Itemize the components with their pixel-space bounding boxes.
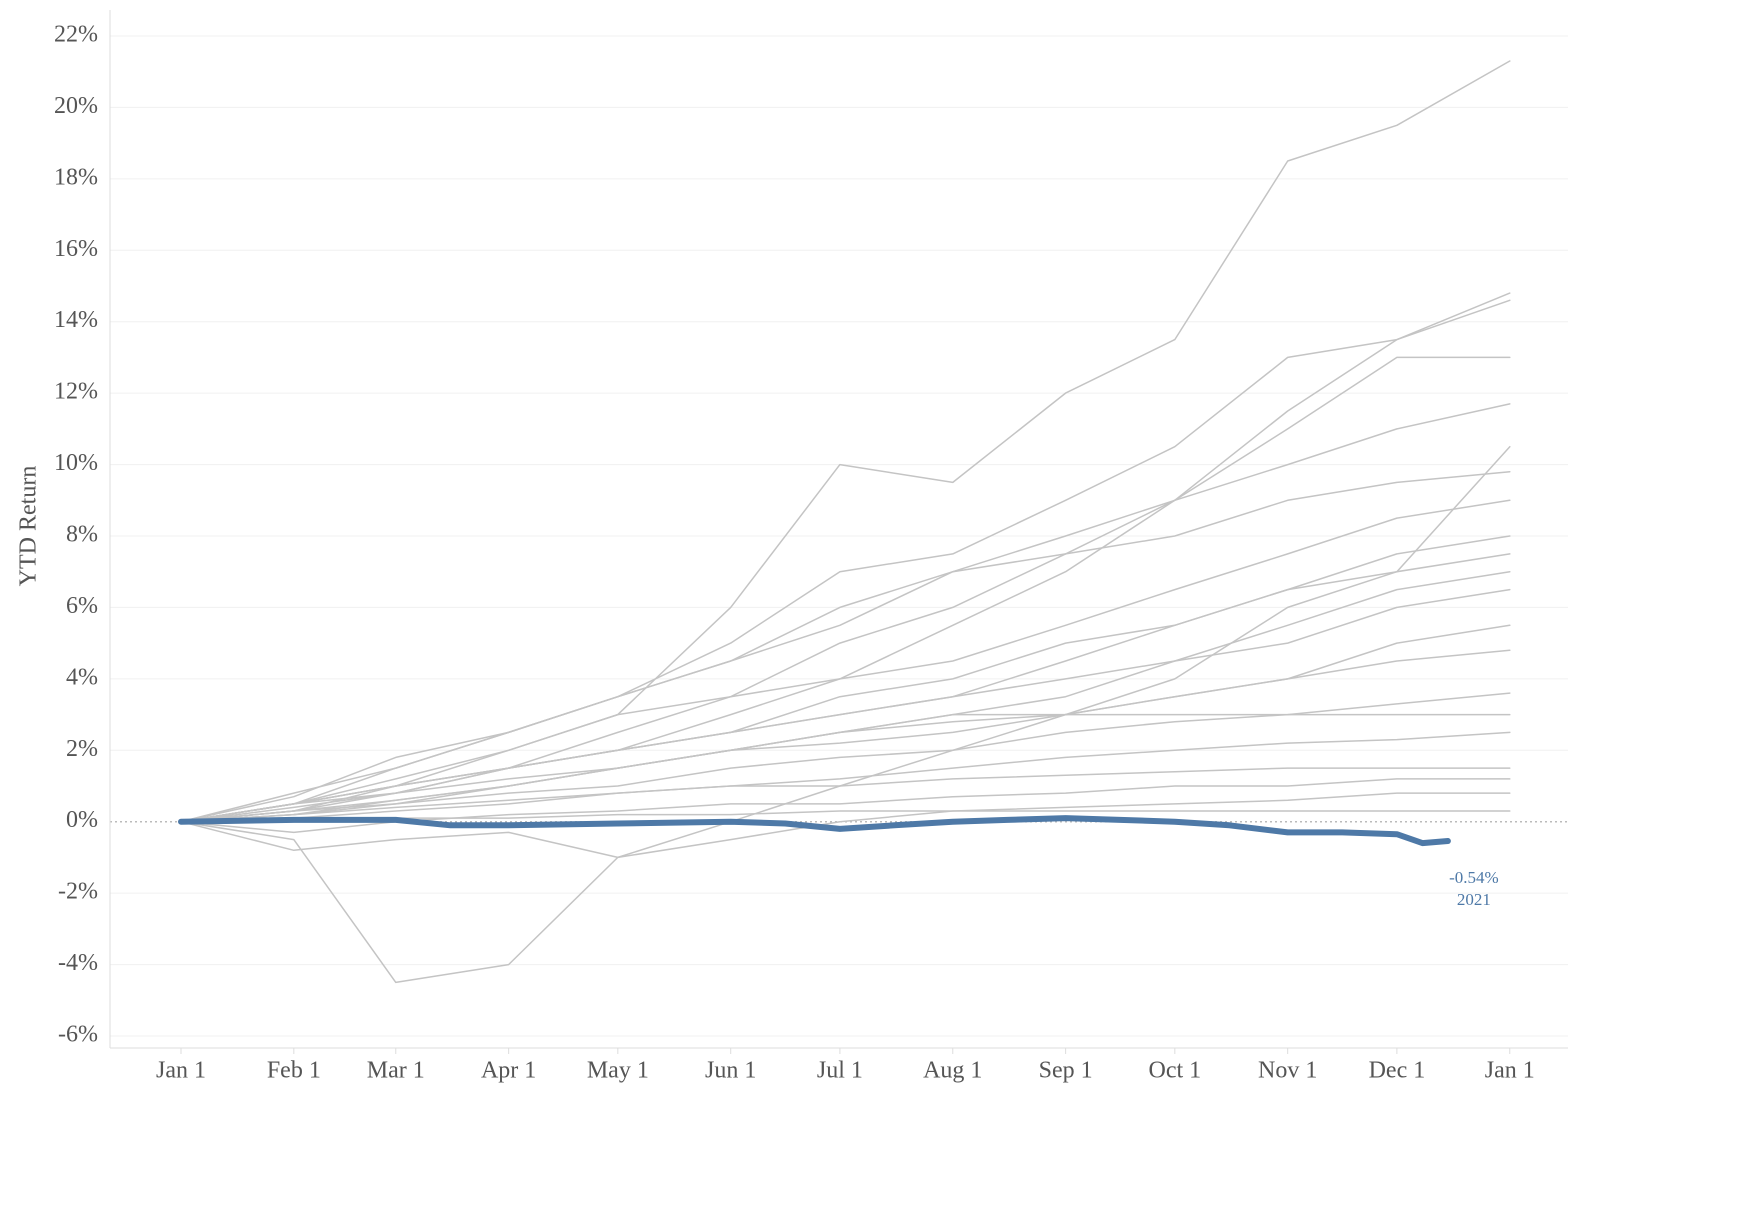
y-tick-label: 20% bbox=[54, 93, 98, 119]
history-line bbox=[180, 403, 1511, 823]
y-tick-label: 18% bbox=[54, 164, 98, 190]
y-tick-label: 2% bbox=[66, 736, 98, 762]
x-tick-label: Jan 1 bbox=[156, 1058, 206, 1084]
history-line bbox=[180, 713, 1511, 823]
value-label: -0.54% bbox=[1449, 868, 1499, 887]
x-tick-label: Feb 1 bbox=[267, 1058, 321, 1084]
x-tick-label: Jun 1 bbox=[705, 1058, 756, 1084]
history-line bbox=[180, 588, 1511, 823]
history-line bbox=[180, 649, 1511, 823]
x-tick-label: Sep 1 bbox=[1039, 1058, 1093, 1084]
history-line bbox=[180, 299, 1511, 823]
y-tick-label: -4% bbox=[58, 950, 98, 976]
history-line bbox=[180, 356, 1511, 823]
y-tick-label: 22% bbox=[54, 22, 98, 48]
highlight-line bbox=[178, 815, 1451, 847]
history-line bbox=[180, 499, 1511, 823]
x-tick-label: Jul 1 bbox=[817, 1058, 863, 1084]
y-tick-label: 14% bbox=[54, 307, 98, 333]
y-tick-label: 10% bbox=[54, 450, 98, 476]
x-tick-label: Aug 1 bbox=[923, 1058, 982, 1084]
x-tick-label: Nov 1 bbox=[1258, 1058, 1317, 1084]
history-line bbox=[180, 792, 1511, 859]
y-tick-label: 4% bbox=[66, 664, 98, 690]
history-line bbox=[180, 470, 1511, 823]
y-tick-label: -6% bbox=[58, 1022, 98, 1048]
y-axis-label: YTD Return bbox=[16, 466, 42, 587]
history-line bbox=[180, 731, 1511, 823]
history-line bbox=[180, 767, 1511, 823]
history-line bbox=[180, 624, 1511, 823]
y-tick-label: -2% bbox=[58, 879, 98, 905]
x-tick-label: Oct 1 bbox=[1149, 1058, 1202, 1084]
y-tick-label: 16% bbox=[54, 236, 98, 262]
history-line bbox=[180, 553, 1511, 823]
y-tick-label: 12% bbox=[54, 379, 98, 405]
y-tick-label: 8% bbox=[66, 522, 98, 548]
x-tick-label: Mar 1 bbox=[367, 1058, 425, 1084]
x-tick-label: Apr 1 bbox=[481, 1058, 536, 1084]
x-tick-label: Jan 1 bbox=[1485, 1058, 1535, 1084]
history-line bbox=[180, 60, 1511, 823]
y-tick-label: 6% bbox=[66, 593, 98, 619]
x-tick-label: Dec 1 bbox=[1369, 1058, 1426, 1084]
x-tick-label: May 1 bbox=[587, 1058, 649, 1084]
y-tick-label: 0% bbox=[66, 807, 98, 833]
series-label: 2021 bbox=[1457, 890, 1491, 909]
